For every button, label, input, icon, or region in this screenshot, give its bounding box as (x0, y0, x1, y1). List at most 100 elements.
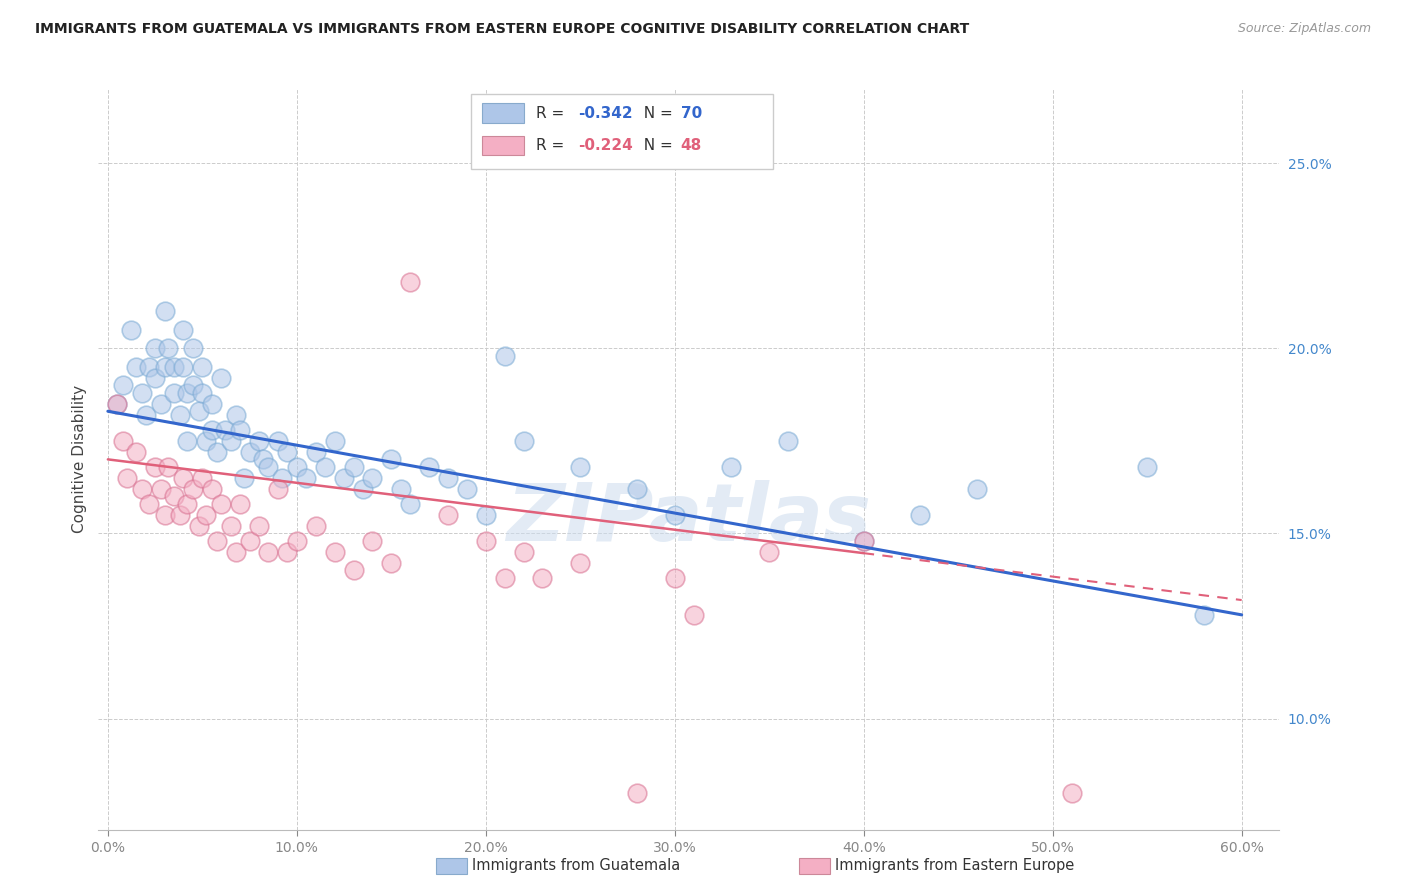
Point (285, 459, 308, 474)
Point (111, 378, 134, 392)
Point (399, 497, 422, 511)
Text: R =: R = (536, 138, 569, 153)
Point (305, 519, 328, 533)
Point (569, 459, 592, 474)
Text: ZIPatlas: ZIPatlas (506, 480, 872, 558)
Point (910, 508, 932, 522)
Point (157, 459, 180, 474)
Text: Immigrants from Eastern Europe: Immigrants from Eastern Europe (835, 858, 1074, 872)
Point (267, 434, 290, 448)
Point (195, 434, 218, 448)
Point (187, 519, 209, 533)
Point (257, 459, 280, 474)
Point (352, 482, 374, 496)
Point (157, 342, 180, 356)
Y-axis label: Cognitive Disability: Cognitive Disability (72, 385, 87, 533)
Text: R =: R = (536, 106, 569, 120)
Point (247, 434, 270, 448)
Point (239, 445, 262, 459)
Point (758, 545, 780, 559)
Point (1136, 459, 1159, 474)
Point (214, 423, 236, 437)
Point (153, 508, 176, 522)
Point (207, 445, 229, 459)
Point (163, 359, 186, 374)
Point (239, 533, 262, 548)
Point (163, 385, 186, 400)
Point (191, 359, 214, 374)
Point (172, 323, 194, 337)
Point (852, 533, 875, 548)
Point (778, 434, 800, 448)
Point (252, 452, 274, 467)
Point (361, 533, 384, 548)
Point (229, 423, 252, 437)
Point (399, 275, 422, 289)
Text: Source: ZipAtlas.com: Source: ZipAtlas.com (1237, 22, 1371, 36)
Point (475, 508, 498, 522)
Point (125, 359, 148, 374)
Point (219, 519, 242, 533)
Text: 70: 70 (681, 106, 702, 120)
Point (181, 342, 204, 356)
Point (115, 471, 138, 485)
Point (456, 482, 478, 496)
Point (219, 434, 242, 448)
Point (125, 445, 148, 459)
Text: 48: 48 (681, 138, 702, 153)
Point (569, 556, 592, 570)
Point (176, 434, 198, 448)
Point (232, 471, 254, 485)
Text: IMMIGRANTS FROM GUATEMALA VS IMMIGRANTS FROM EASTERN EUROPE COGNITIVE DISABILITY: IMMIGRANTS FROM GUATEMALA VS IMMIGRANTS … (35, 22, 969, 37)
Point (163, 489, 186, 503)
Point (276, 545, 298, 559)
Point (342, 564, 364, 578)
Point (380, 556, 402, 570)
Point (225, 408, 247, 422)
Point (314, 459, 336, 474)
Point (1060, 786, 1083, 800)
Point (323, 434, 346, 448)
Point (169, 508, 191, 522)
Point (361, 471, 384, 485)
Point (187, 404, 209, 418)
Point (229, 497, 252, 511)
Point (475, 533, 498, 548)
Text: N =: N = (634, 106, 678, 120)
Point (176, 497, 198, 511)
Point (852, 533, 875, 548)
Point (153, 359, 176, 374)
Point (135, 408, 157, 422)
Point (195, 508, 218, 522)
Point (149, 482, 172, 496)
Point (664, 571, 686, 585)
Point (531, 571, 554, 585)
Point (181, 482, 204, 496)
Point (111, 434, 134, 448)
Point (437, 508, 460, 522)
Point (225, 545, 247, 559)
Point (295, 471, 318, 485)
Point (153, 304, 176, 318)
Point (682, 607, 704, 622)
Point (138, 497, 160, 511)
Point (201, 397, 224, 411)
Point (120, 323, 142, 337)
Text: -0.342: -0.342 (578, 106, 633, 120)
Point (285, 533, 308, 548)
Text: -0.224: -0.224 (578, 138, 633, 153)
Point (267, 482, 290, 496)
Point (257, 545, 280, 559)
Point (169, 408, 191, 422)
Point (131, 482, 153, 496)
Point (305, 445, 328, 459)
Point (138, 359, 160, 374)
Text: Immigrants from Guatemala: Immigrants from Guatemala (472, 858, 681, 872)
Point (512, 545, 534, 559)
Point (276, 445, 298, 459)
Point (201, 482, 224, 496)
Point (209, 497, 232, 511)
Point (191, 385, 214, 400)
Point (149, 397, 172, 411)
Point (143, 342, 166, 356)
